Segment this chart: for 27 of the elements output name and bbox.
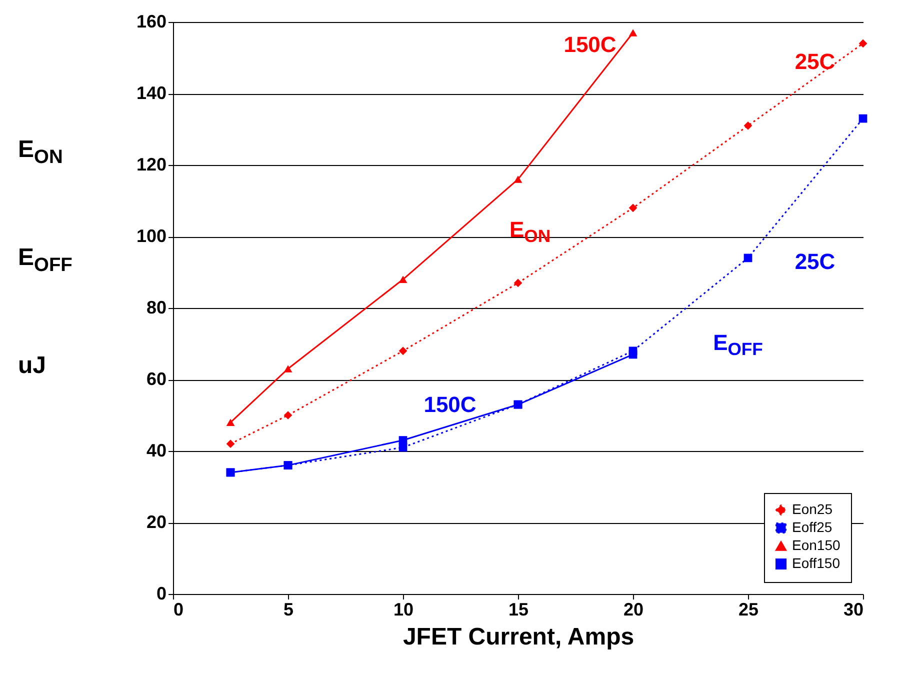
text: E$_{ON}$ E$_{OFF}$ uJ (18, 136, 72, 379)
y-tick-label: 100 (136, 226, 166, 246)
annotation: 150C (564, 32, 616, 58)
y-tick-label: 140 (136, 83, 166, 103)
annotation: 25C (794, 249, 836, 275)
x-tick-label: 5 (283, 600, 294, 620)
y-tick-label: 0 (156, 584, 166, 604)
x-axis-title: JFET Current, Amps (402, 624, 634, 650)
y-tick-label: 20 (146, 512, 166, 532)
legend-label: Eon150 (792, 537, 840, 553)
x-tick-label: 20 (623, 600, 644, 620)
legend-label: Eon25 (792, 501, 833, 517)
annotation: 150C (424, 392, 476, 418)
y-tick-label: 160 (136, 12, 166, 32)
x-tick-label: 10 (393, 600, 414, 620)
annotation: 25C (794, 49, 836, 75)
x-tick-label: 15 (508, 600, 529, 620)
y-tick-label: 60 (146, 369, 166, 389)
x-tick-label: 30 (843, 600, 864, 620)
y-tick-label: 40 (146, 440, 166, 460)
annotation: E$_{OFF}$ (713, 330, 763, 360)
x-tick-label: 25 (738, 600, 759, 620)
legend-label: Eoff150 (792, 555, 840, 571)
legend-label: Eoff25 (792, 519, 832, 535)
y-tick-label: 120 (136, 154, 166, 174)
y-tick-label: 80 (146, 298, 166, 318)
x-tick-label: 0 (174, 600, 184, 620)
